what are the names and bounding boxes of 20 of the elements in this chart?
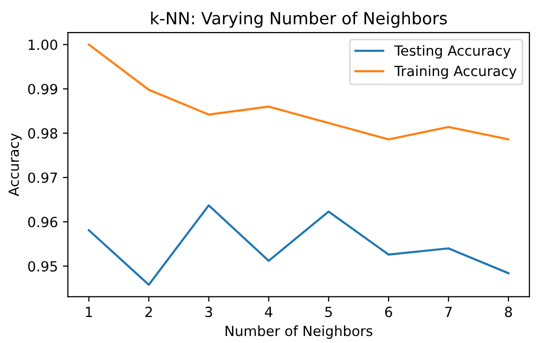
x-tick-label: 8 [504, 306, 512, 318]
x-tick-label: 1 [86, 306, 92, 317]
y-axis-title: Accuracy [8, 133, 22, 196]
legend-label: Training Accuracy [394, 65, 517, 79]
x-tick-label: 5 [325, 306, 332, 318]
y-tick-label: 0.95 [28, 261, 57, 272]
legend-label: Testing Accuracy [394, 45, 511, 59]
line-series [88, 204, 510, 286]
y-tick-label: 0.98 [28, 128, 58, 139]
y-tick-label: 1.00 [28, 40, 58, 50]
y-tick-label: 0.97 [28, 172, 57, 183]
x-tick-label: 2 [145, 306, 152, 317]
x-tick-label: 7 [445, 306, 452, 317]
chart-title: k-NN: Varying Number of Neighbors [151, 12, 447, 28]
y-tick-label: 0.96 [28, 216, 58, 228]
x-axis-title: Number of Neighbors [226, 325, 372, 339]
x-tick-label: 4 [264, 306, 272, 317]
y-tick-label: 0.99 [28, 84, 58, 94]
x-tick-label: 6 [385, 306, 392, 318]
x-tick-label: 3 [205, 306, 212, 318]
